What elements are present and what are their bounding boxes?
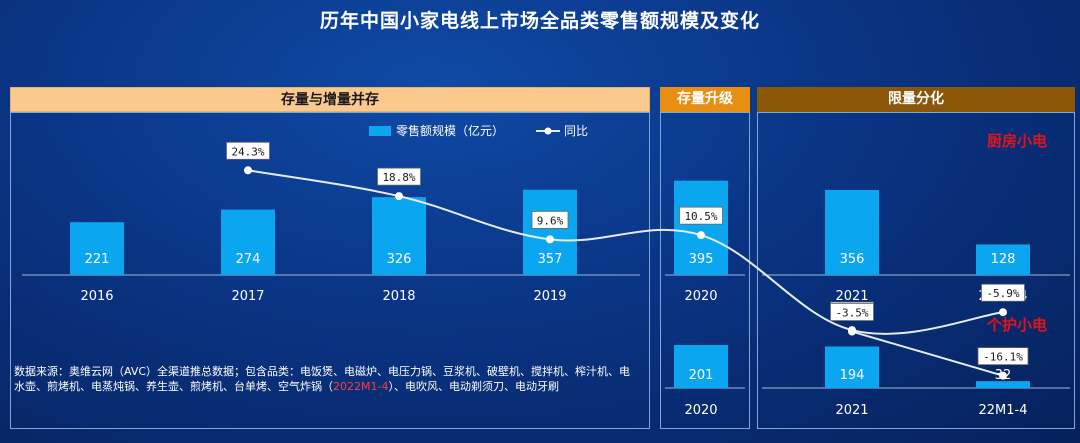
yoy-label-box	[531, 210, 569, 229]
section-label-personal-care: 个护小电	[986, 316, 1047, 334]
data-source-note: 数据来源：奥维云网（AVC）全渠道推总数据；包含品类：电饭煲、电磁炉、电压力锅、…	[14, 364, 636, 394]
bar	[674, 344, 728, 388]
bar-value-label: 194	[840, 368, 865, 383]
legend-bar-swatch	[369, 126, 391, 136]
bar-value-label: 221	[85, 252, 110, 267]
bar	[70, 222, 124, 275]
bar-value-label: 326	[387, 252, 412, 267]
yoy-point	[697, 231, 705, 240]
x-tick-label: 2021	[835, 403, 868, 418]
section-label-kitchen: 厨房小电	[987, 132, 1047, 150]
yoy-line	[851, 330, 1004, 377]
yoy-label-box	[830, 303, 874, 321]
chart-title: 历年中国小家电线上市场全品类零售额规模及变化	[319, 10, 760, 32]
yoy-label: -16.1%	[983, 351, 1023, 364]
yoy-point	[999, 308, 1007, 317]
yoy-label: 9.6%	[537, 214, 564, 227]
bar-value-label: 32	[995, 368, 1012, 383]
x-tick-label: 2016	[80, 289, 113, 304]
panel-volume-divergence	[757, 112, 1075, 429]
source-text: 数据来源：奥维云网（AVC）全渠道推总数据；包含品类：电饭煲、电磁炉、电压力锅、…	[14, 365, 631, 393]
yoy-point	[546, 235, 554, 244]
panel-stock-and-growth	[10, 112, 650, 429]
yoy-label: 10.5%	[684, 210, 717, 223]
x-tick-label: 22M1-4	[979, 403, 1028, 418]
bar-value-label: 201	[689, 368, 714, 383]
yoy-label-box	[377, 167, 421, 186]
yoy-label-box	[679, 206, 723, 225]
section-header-volume-divergence: 限量分化	[757, 87, 1075, 112]
bar	[976, 244, 1030, 275]
yoy-label-box	[977, 347, 1029, 366]
yoy-point	[999, 371, 1007, 380]
yoy-label: 18.8%	[382, 171, 415, 184]
yoy-label-box	[226, 141, 270, 160]
bar	[523, 189, 577, 275]
x-tick-label: 2021	[835, 289, 868, 304]
yoy-point	[395, 192, 403, 201]
panel-stock-upgrade	[660, 112, 750, 429]
section-header-stock-upgrade: 存量升级	[660, 87, 750, 112]
section-header-stock-and-growth: 存量与增量并存	[10, 87, 650, 112]
bar	[825, 189, 879, 275]
x-tick-label: 2020	[684, 289, 717, 304]
bar-value-label: 356	[840, 252, 865, 267]
bar	[825, 346, 879, 388]
yoy-label-box	[981, 283, 1025, 302]
bar-value-label: 357	[538, 252, 563, 267]
yoy-label: -3.5%	[835, 307, 868, 320]
x-tick-label: 2019	[533, 289, 566, 304]
yoy-label: 24.3%	[231, 145, 264, 158]
source-text-tail: ）、电吹风、电动剃须刀、电动牙刷	[388, 380, 559, 393]
bar	[221, 209, 275, 275]
yoy-label: -5.9%	[986, 287, 1019, 300]
legend-line-label: 同比	[564, 124, 588, 138]
yoy-line	[247, 169, 1004, 335]
x-tick-label: 2020	[684, 403, 717, 418]
legend-bar-label: 零售额规模（亿元）	[396, 123, 504, 138]
bar-value-label: 128	[991, 252, 1016, 267]
yoy-point	[244, 166, 252, 175]
bar	[372, 197, 426, 275]
bar-value-label: 274	[236, 252, 261, 267]
x-tick-label: 2018	[382, 289, 415, 304]
bar-value-label: 395	[689, 252, 714, 267]
bar	[976, 381, 1030, 388]
x-tick-label: 2017	[231, 289, 264, 304]
yoy-point	[848, 327, 856, 336]
bar	[674, 180, 728, 275]
legend-line-marker	[544, 127, 552, 135]
source-highlight: 2022M1-4	[333, 380, 389, 393]
